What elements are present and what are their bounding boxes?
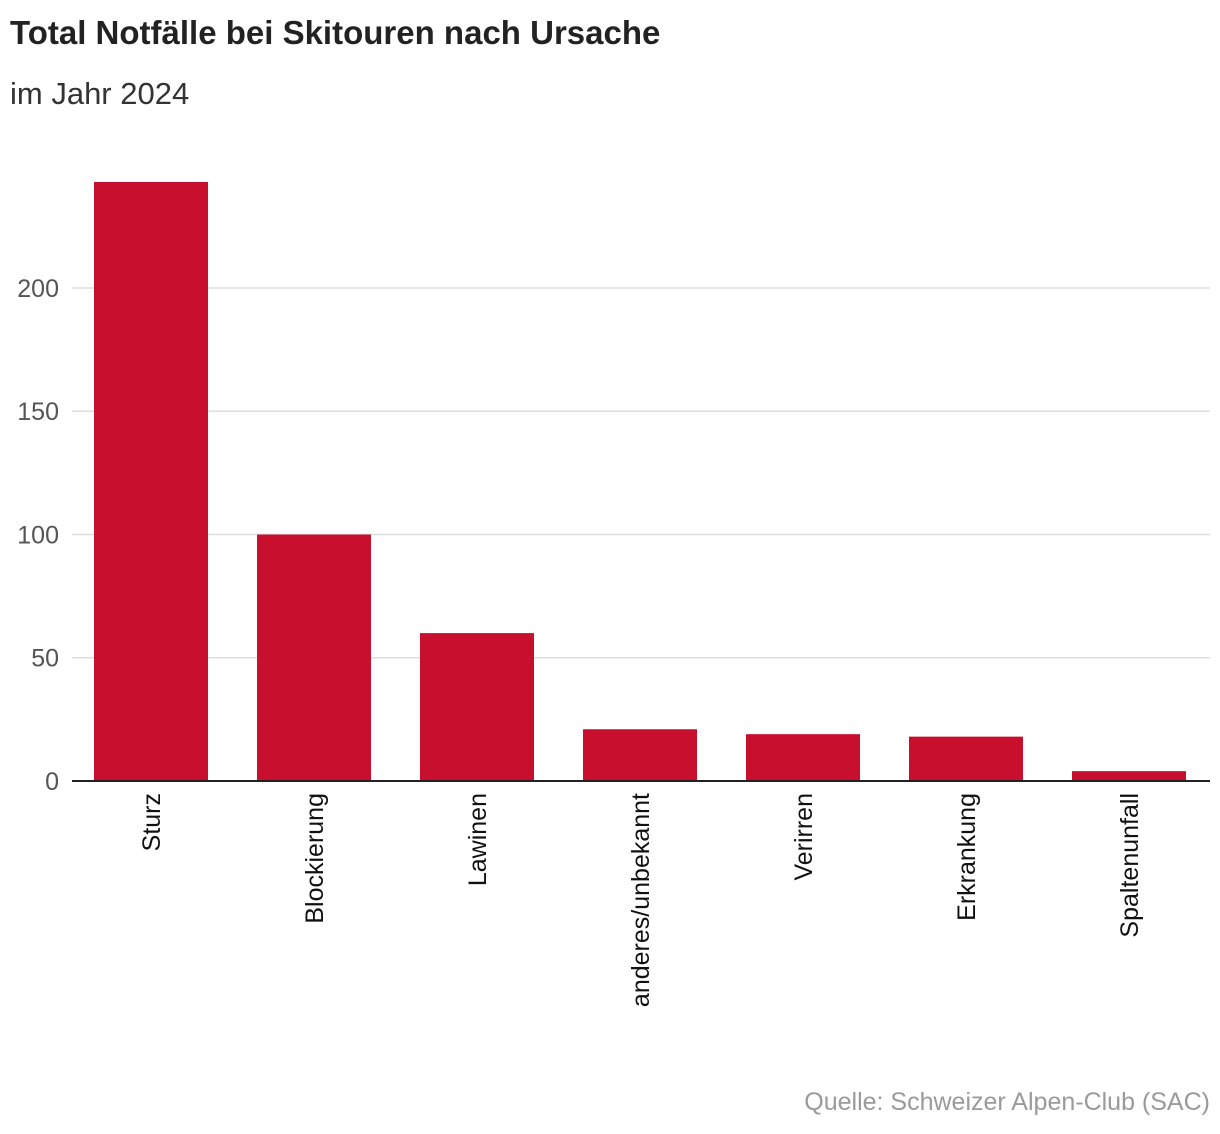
bar-lawinen — [420, 633, 534, 781]
bar-sturz — [94, 182, 208, 781]
x-tick-label: Erkrankung — [953, 793, 981, 921]
bar-erkrankung — [909, 736, 1023, 781]
bar-anderes-unbekannt — [583, 729, 697, 781]
y-tick-label: 50 — [31, 645, 59, 673]
chart-subtitle: im Jahr 2024 — [10, 76, 190, 111]
bars — [94, 182, 1186, 781]
y-tick-label: 0 — [45, 768, 59, 796]
chart-title: Total Notfälle bei Skitouren nach Ursach… — [10, 14, 661, 51]
y-axis-ticks: 0 50 100 150 200 — [17, 275, 59, 796]
gridlines — [72, 287, 1210, 659]
x-tick-label: Sturz — [138, 793, 166, 851]
x-axis-labels: Sturz Blockierung Lawinen anderes/unbekannt… — [138, 793, 1144, 1007]
y-tick-label: 100 — [17, 521, 59, 549]
bar-spaltenunfall — [1072, 771, 1186, 781]
bar-verirren — [746, 734, 860, 781]
source-note: Quelle: Schweizer Alpen-Club (SAC) — [804, 1088, 1210, 1116]
x-tick-label: anderes/unbekannt — [627, 793, 655, 1007]
bar-blockierung — [257, 534, 371, 781]
x-tick-label: Verirren — [790, 793, 818, 881]
x-tick-label: Lawinen — [464, 793, 492, 886]
x-tick-label: Blockierung — [301, 793, 329, 924]
y-tick-label: 150 — [17, 398, 59, 426]
y-tick-label: 200 — [17, 275, 59, 303]
x-tick-label: Spaltenunfall — [1116, 793, 1144, 938]
